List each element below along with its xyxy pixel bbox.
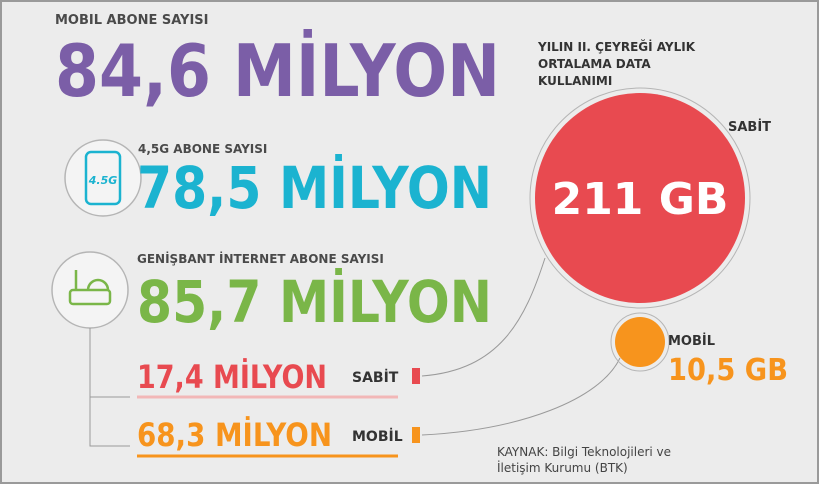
phone-icon xyxy=(64,139,142,217)
usage-title: YILIN II. ÇEYREĞİ AYLIK xyxy=(537,39,696,54)
modem-body xyxy=(68,288,112,306)
mobile-bb-value: 68,3 MİLYON xyxy=(137,416,332,454)
mobile-ring xyxy=(610,312,670,372)
fixed-value: 17,4 MİLYON xyxy=(137,358,327,396)
g45-label: 4,5G ABONE SAYISI xyxy=(138,142,267,156)
mobile-usage-label: MOBİL xyxy=(668,333,715,349)
fixed-usage-label: SABİT xyxy=(728,119,771,135)
fixed-label: SABİT xyxy=(352,369,399,386)
mobile-label: MOBIL ABONE SAYISI xyxy=(55,13,208,28)
mobile-curve xyxy=(421,357,621,436)
fixed-bubble xyxy=(535,93,745,303)
source: KAYNAK: Bilgi Teknolojileri ve xyxy=(497,445,671,459)
mobile-usage-value: 10,5 GB xyxy=(668,353,788,388)
mobile-bubble xyxy=(615,317,665,367)
usage-title: ORTALAMA DATA xyxy=(538,57,651,71)
mobile-bb-label: MOBİL xyxy=(352,428,403,445)
mobile-marker xyxy=(412,427,420,443)
broadband-value: 85,7 MİLYON xyxy=(137,267,492,336)
connector xyxy=(89,328,130,447)
broadband-label: GENİŞBANT İNTERNET ABONE SAYISI xyxy=(137,251,384,266)
modem-gauge xyxy=(86,278,110,291)
phone-icon-label: 4.5G xyxy=(88,174,118,187)
g45-value: 78,5 MİLYON xyxy=(137,153,492,222)
usage-title: KULLANIMI xyxy=(538,74,612,88)
fixed-usage-value: 211 GB xyxy=(552,174,729,225)
phone-outline xyxy=(84,150,122,206)
source: İletişim Kurumu (BTK) xyxy=(497,460,628,475)
mobile-value: 84,6 MİLYON xyxy=(55,29,500,113)
fixed-curve xyxy=(421,257,546,377)
fixed-marker xyxy=(412,368,420,384)
fixed-ring xyxy=(529,87,751,309)
